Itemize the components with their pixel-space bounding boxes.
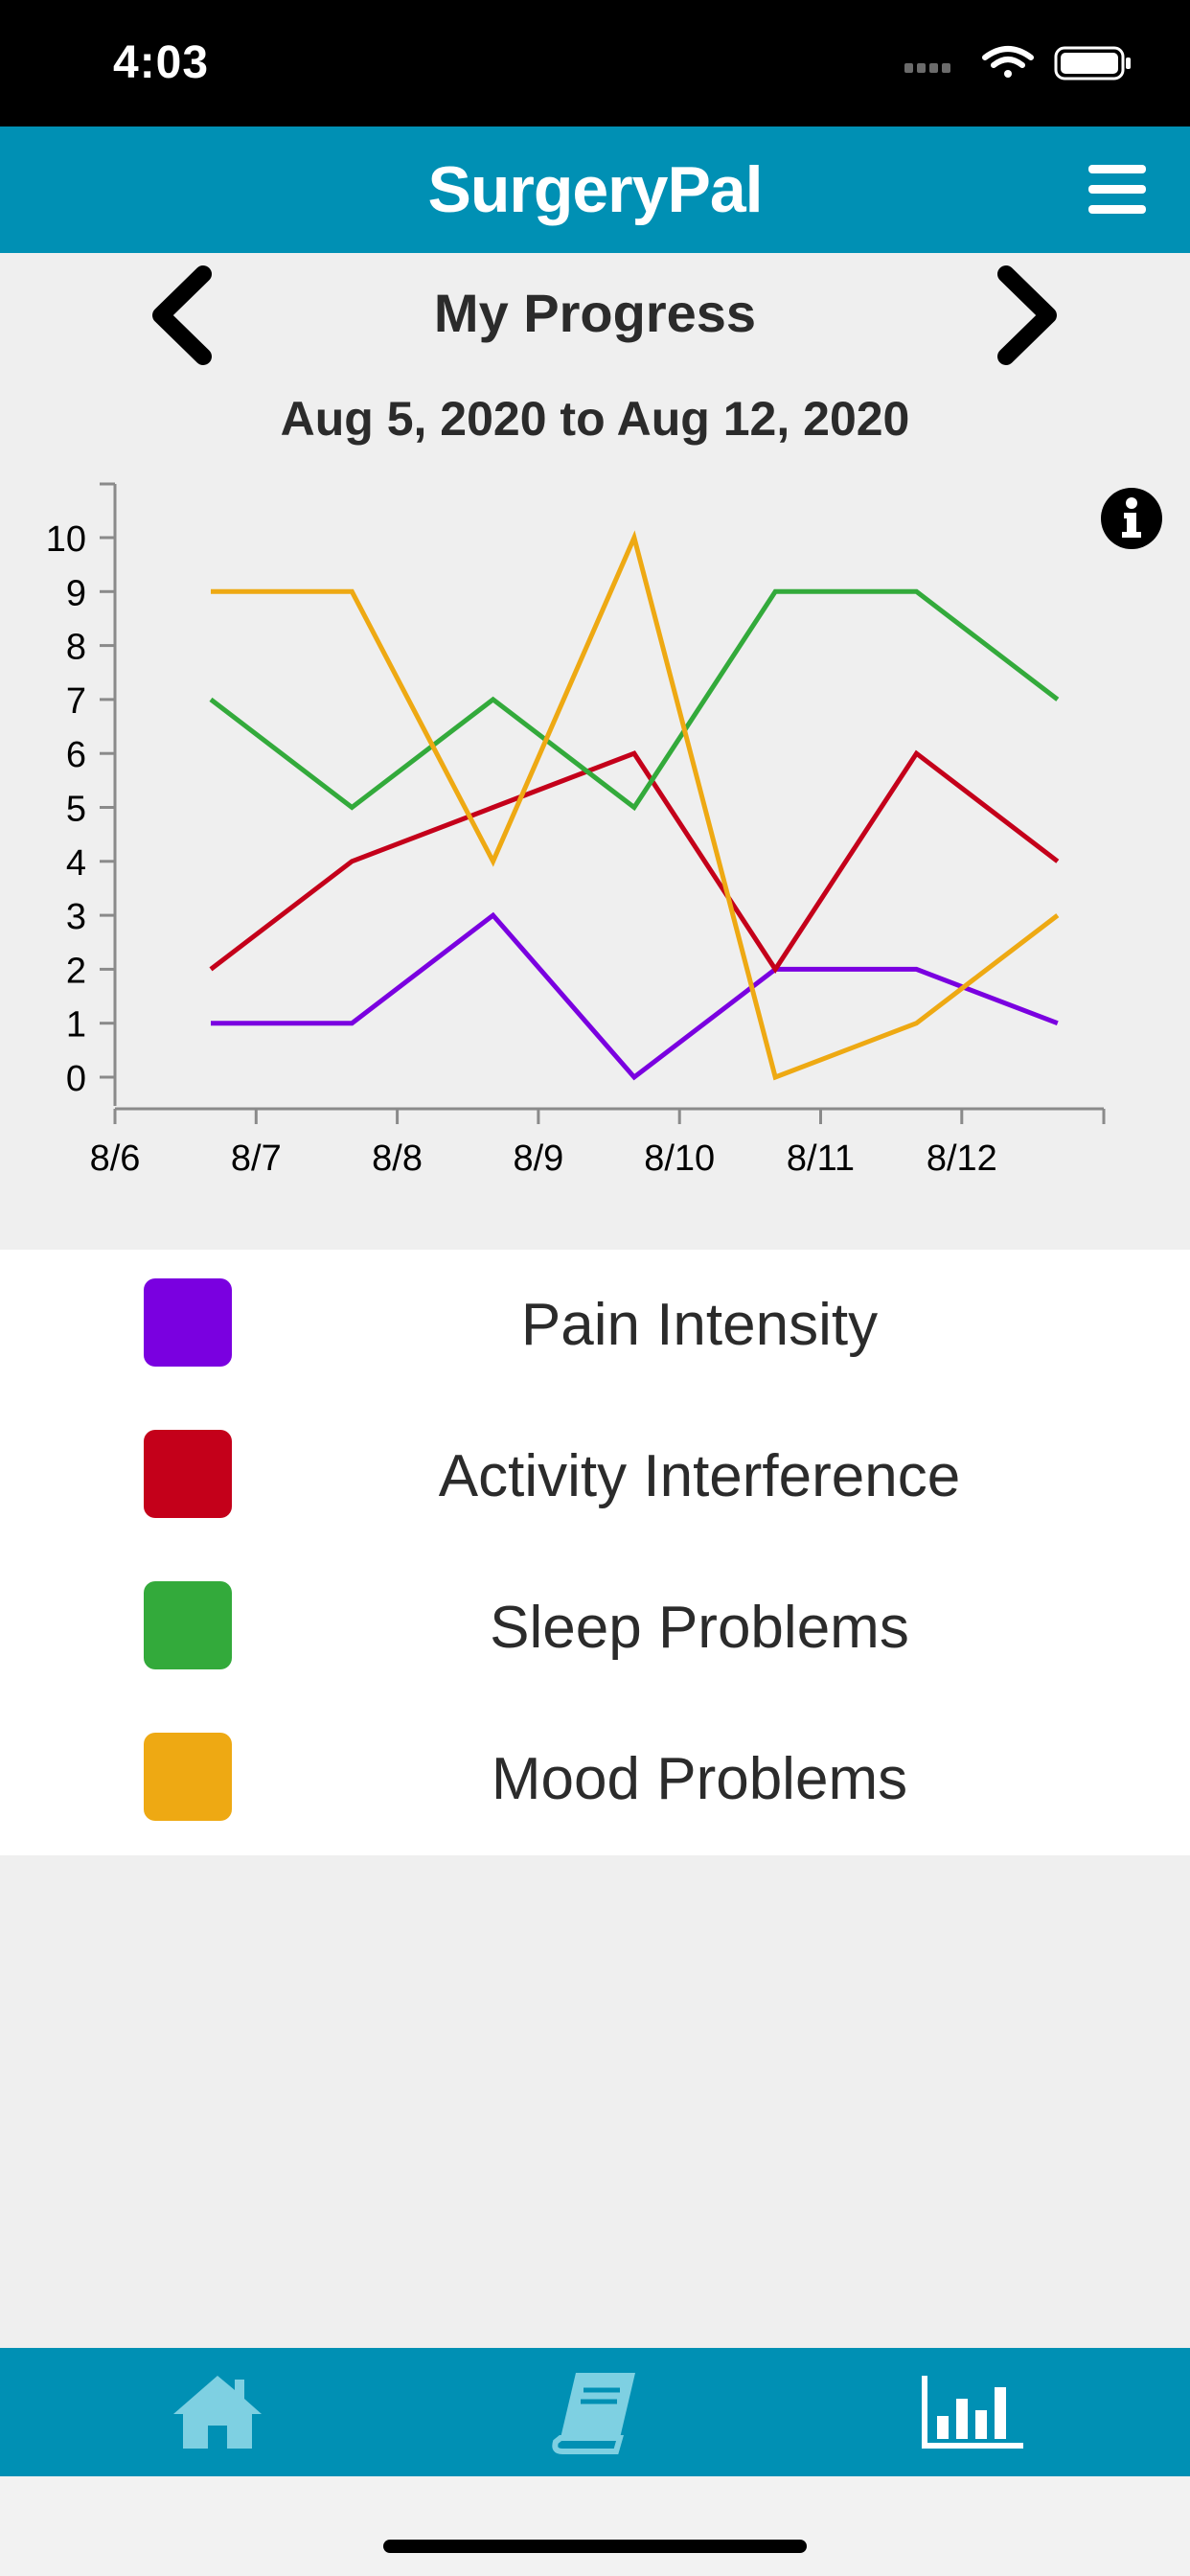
info-icon <box>1101 488 1162 549</box>
y-tick-label: 10 <box>46 519 86 560</box>
home-icon <box>173 2376 262 2449</box>
legend-item-sleep-problems: Sleep Problems <box>0 1552 1190 1704</box>
x-tick-label: 8/10 <box>644 1138 715 1179</box>
legend-swatch <box>144 1278 232 1367</box>
legend-swatch <box>144 1733 232 1821</box>
progress-chart: 0 1 2 3 4 5 6 7 8 9 10 8/6 8/7 8/8 8/9 8/10 8/11 8/12 <box>0 470 1190 1198</box>
x-tick-label: 8/6 <box>90 1138 141 1179</box>
chevron-left-icon <box>152 265 212 365</box>
y-tick-label: 8 <box>66 628 86 668</box>
y-tick-label: 0 <box>66 1059 86 1099</box>
previous-week-button[interactable] <box>148 263 215 368</box>
date-range: Aug 5, 2020 to Aug 12, 2020 <box>280 392 910 446</box>
battery-icon <box>1054 46 1131 80</box>
y-tick-label: 9 <box>66 573 86 613</box>
legend-item-mood-problems: Mood Problems <box>0 1704 1190 1855</box>
series-line-activity-interference <box>209 749 1060 974</box>
y-tick-label: 4 <box>66 843 86 884</box>
tab-home[interactable] <box>19 2348 416 2476</box>
status-time: 4:03 <box>113 37 210 88</box>
x-tick-label: 8/12 <box>927 1138 997 1179</box>
x-tick-label: 8/11 <box>787 1138 855 1179</box>
y-tick-label: 5 <box>66 790 86 830</box>
app-title: SurgeryPal <box>427 153 763 226</box>
series-line-pain-intensity <box>211 911 1059 1081</box>
status-bar: 4:03 <box>0 0 1190 126</box>
home-indicator <box>383 2540 807 2553</box>
hamburger-menu-icon <box>1088 165 1146 214</box>
page-title: My Progress <box>433 283 757 343</box>
legend-label: Sleep Problems <box>490 1595 909 1661</box>
chart-legend: Pain Intensity Activity Interference Sle… <box>0 1250 1190 1855</box>
bar-chart-icon <box>922 2376 1023 2449</box>
legend-label: Mood Problems <box>491 1746 908 1812</box>
signal-icon <box>904 63 950 73</box>
info-button[interactable] <box>1100 487 1163 550</box>
x-tick-label: 8/7 <box>231 1138 282 1179</box>
x-tick-label: 8/8 <box>372 1138 423 1179</box>
app-header: SurgeryPal <box>0 126 1190 253</box>
book-icon <box>552 2373 635 2454</box>
legend-swatch <box>144 1581 232 1669</box>
legend-label: Activity Interference <box>438 1443 961 1509</box>
y-tick-label: 2 <box>66 951 86 991</box>
wifi-icon <box>982 46 1034 78</box>
series-line-sleep-problems <box>209 588 1060 812</box>
next-week-button[interactable] <box>995 263 1062 368</box>
chevron-right-icon <box>997 265 1057 365</box>
tab-journal[interactable] <box>397 2348 793 2476</box>
y-tick-label: 1 <box>66 1005 86 1046</box>
progress-nav: My Progress <box>0 253 1190 378</box>
menu-button[interactable] <box>1087 159 1148 220</box>
y-tick-label: 6 <box>66 735 86 775</box>
tab-progress[interactable] <box>774 2348 1171 2476</box>
status-icons <box>904 44 1134 82</box>
series-line-mood-problems <box>211 530 1060 1081</box>
home-indicator-area <box>0 2476 1190 2576</box>
y-tick-label: 3 <box>66 897 86 937</box>
line-chart: 0 1 2 3 4 5 6 7 8 9 10 8/6 8/7 8/8 8/9 8/10 8/11 8/12 <box>46 482 1106 1179</box>
legend-item-pain-intensity: Pain Intensity <box>0 1250 1190 1401</box>
legend-label: Pain Intensity <box>520 1292 879 1358</box>
tab-bar <box>0 2348 1190 2476</box>
legend-item-activity-interference: Activity Interference <box>0 1401 1190 1552</box>
legend-swatch <box>144 1430 232 1518</box>
x-tick-label: 8/9 <box>513 1138 563 1179</box>
y-tick-label: 7 <box>66 681 86 722</box>
